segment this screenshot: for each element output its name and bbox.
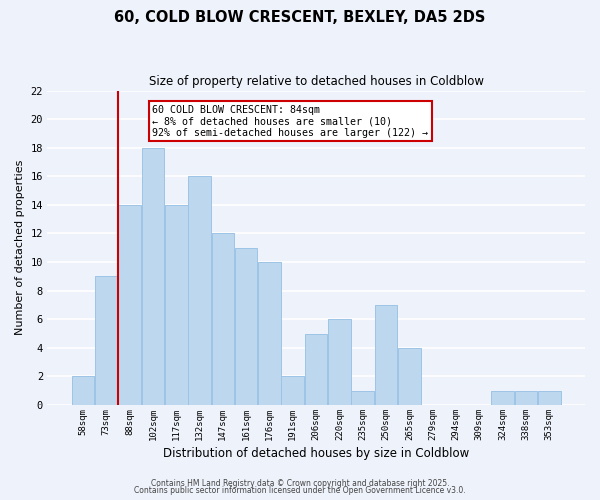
- Bar: [328, 320, 351, 405]
- Bar: [235, 248, 257, 405]
- Bar: [375, 305, 397, 405]
- Bar: [71, 376, 94, 405]
- Text: 60, COLD BLOW CRESCENT, BEXLEY, DA5 2DS: 60, COLD BLOW CRESCENT, BEXLEY, DA5 2DS: [115, 10, 485, 25]
- Bar: [118, 205, 141, 405]
- Bar: [212, 234, 234, 405]
- Bar: [281, 376, 304, 405]
- Bar: [258, 262, 281, 405]
- Bar: [165, 205, 188, 405]
- Text: 60 COLD BLOW CRESCENT: 84sqm
← 8% of detached houses are smaller (10)
92% of sem: 60 COLD BLOW CRESCENT: 84sqm ← 8% of det…: [152, 104, 428, 138]
- Bar: [305, 334, 328, 405]
- Bar: [515, 390, 537, 405]
- Bar: [188, 176, 211, 405]
- Text: Contains HM Land Registry data © Crown copyright and database right 2025.: Contains HM Land Registry data © Crown c…: [151, 478, 449, 488]
- Bar: [491, 390, 514, 405]
- X-axis label: Distribution of detached houses by size in Coldblow: Distribution of detached houses by size …: [163, 447, 469, 460]
- Title: Size of property relative to detached houses in Coldblow: Size of property relative to detached ho…: [149, 75, 484, 88]
- Bar: [538, 390, 560, 405]
- Text: Contains public sector information licensed under the Open Government Licence v3: Contains public sector information licen…: [134, 486, 466, 495]
- Bar: [398, 348, 421, 405]
- Bar: [352, 390, 374, 405]
- Y-axis label: Number of detached properties: Number of detached properties: [15, 160, 25, 336]
- Bar: [95, 276, 118, 405]
- Bar: [142, 148, 164, 405]
